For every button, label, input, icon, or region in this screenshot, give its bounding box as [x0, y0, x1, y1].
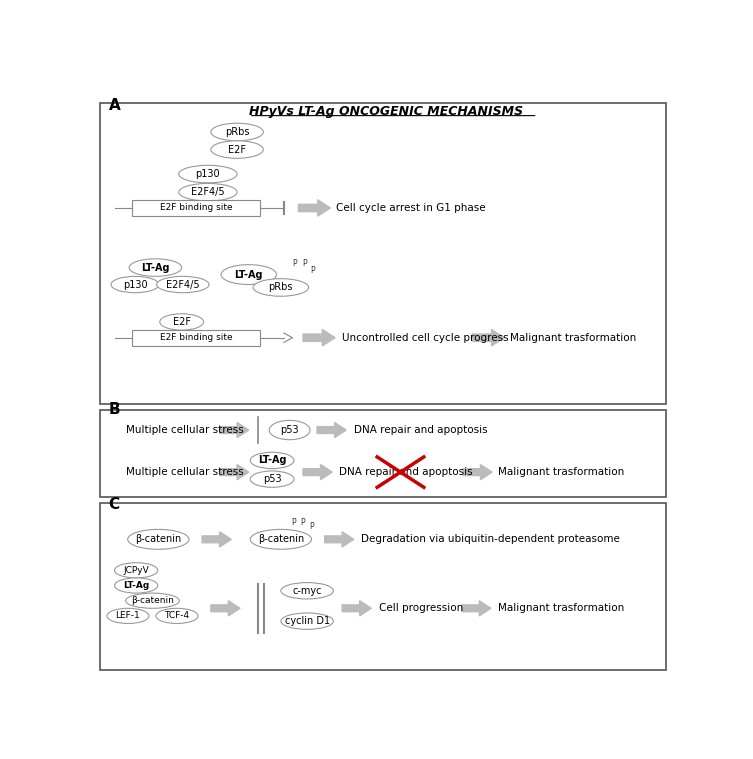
Ellipse shape: [250, 452, 294, 468]
Ellipse shape: [253, 279, 309, 296]
Ellipse shape: [107, 608, 149, 623]
Text: P: P: [300, 518, 305, 527]
Text: LT-Ag: LT-Ag: [234, 269, 263, 279]
Text: P: P: [302, 260, 306, 269]
Text: JCPyV: JCPyV: [123, 565, 149, 575]
Text: p130: p130: [123, 279, 148, 289]
Text: Cell progression: Cell progression: [379, 603, 463, 613]
Text: E2F4/5: E2F4/5: [191, 187, 224, 197]
FancyArrow shape: [342, 600, 371, 616]
Text: C: C: [108, 497, 120, 512]
Text: pRbs: pRbs: [269, 282, 293, 292]
Text: Uncontrolled cell cycle progress: Uncontrolled cell cycle progress: [342, 332, 509, 343]
Ellipse shape: [130, 259, 181, 276]
FancyArrow shape: [303, 329, 335, 346]
Text: Multiple cellular stress: Multiple cellular stress: [127, 425, 244, 435]
Ellipse shape: [178, 165, 237, 183]
Bar: [100, 410, 666, 497]
Ellipse shape: [114, 578, 157, 593]
Ellipse shape: [270, 420, 310, 439]
FancyArrow shape: [211, 600, 240, 616]
Text: P: P: [311, 266, 316, 276]
Text: pRbs: pRbs: [225, 127, 249, 137]
Text: E2F: E2F: [228, 144, 246, 155]
FancyArrow shape: [472, 329, 505, 346]
Text: E2F binding site: E2F binding site: [160, 203, 233, 213]
Bar: [132, 200, 261, 216]
FancyArrow shape: [463, 465, 492, 480]
Text: β-catenin: β-catenin: [258, 534, 304, 544]
Text: LT-Ag: LT-Ag: [141, 263, 169, 272]
Ellipse shape: [211, 123, 264, 140]
Text: E2F binding site: E2F binding site: [160, 333, 233, 342]
Bar: [132, 329, 261, 346]
Text: B: B: [108, 402, 120, 417]
Ellipse shape: [128, 530, 189, 550]
Ellipse shape: [221, 265, 276, 285]
Text: β-catenin: β-catenin: [131, 597, 174, 605]
Ellipse shape: [160, 313, 203, 330]
FancyArrow shape: [303, 465, 332, 480]
Ellipse shape: [111, 276, 159, 293]
Text: A: A: [108, 99, 120, 113]
Text: Malignant trasformation: Malignant trasformation: [510, 332, 636, 343]
Text: P: P: [291, 518, 296, 527]
Text: c-myc: c-myc: [292, 586, 322, 596]
Text: Degradation via ubiquitin-dependent proteasome: Degradation via ubiquitin-dependent prot…: [361, 534, 620, 544]
Text: LEF-1: LEF-1: [116, 612, 140, 620]
Bar: [100, 503, 666, 669]
Text: Multiple cellular stress: Multiple cellular stress: [127, 467, 244, 477]
Text: Malignant trasformation: Malignant trasformation: [498, 467, 624, 477]
Bar: [100, 102, 666, 404]
Ellipse shape: [156, 608, 198, 623]
Text: E2F4/5: E2F4/5: [166, 279, 200, 289]
Text: p53: p53: [280, 425, 299, 435]
FancyArrow shape: [202, 532, 231, 547]
Ellipse shape: [114, 562, 157, 578]
Ellipse shape: [211, 140, 264, 159]
Text: Malignant trasformation: Malignant trasformation: [498, 603, 624, 613]
Text: E2F: E2F: [172, 317, 191, 327]
Ellipse shape: [281, 583, 334, 599]
Text: P: P: [293, 260, 297, 269]
Ellipse shape: [157, 276, 209, 293]
Ellipse shape: [250, 471, 294, 487]
Text: β-catenin: β-catenin: [136, 534, 181, 544]
Text: DNA repair and apoptosis: DNA repair and apoptosis: [354, 425, 487, 435]
Ellipse shape: [126, 593, 179, 608]
Text: Cell cycle arrest in G1 phase: Cell cycle arrest in G1 phase: [337, 203, 486, 213]
FancyArrow shape: [317, 423, 346, 438]
FancyArrow shape: [220, 465, 248, 480]
Ellipse shape: [281, 613, 334, 629]
Text: p130: p130: [196, 169, 220, 179]
Text: DNA repair and apoptosis: DNA repair and apoptosis: [339, 467, 473, 477]
Text: HPyVs LT-Ag ONCOGENIC MECHANISMS: HPyVs LT-Ag ONCOGENIC MECHANISMS: [248, 105, 523, 118]
Text: LT-Ag: LT-Ag: [123, 581, 149, 590]
FancyArrow shape: [462, 600, 491, 616]
Text: cyclin D1: cyclin D1: [285, 616, 330, 626]
Text: LT-Ag: LT-Ag: [258, 455, 286, 465]
Text: TCF-4: TCF-4: [164, 612, 190, 620]
Text: P: P: [309, 522, 314, 531]
FancyArrow shape: [298, 200, 331, 216]
FancyArrow shape: [220, 423, 248, 438]
Text: p53: p53: [263, 474, 282, 484]
Ellipse shape: [178, 184, 237, 201]
FancyArrow shape: [325, 532, 354, 547]
Ellipse shape: [250, 530, 312, 550]
